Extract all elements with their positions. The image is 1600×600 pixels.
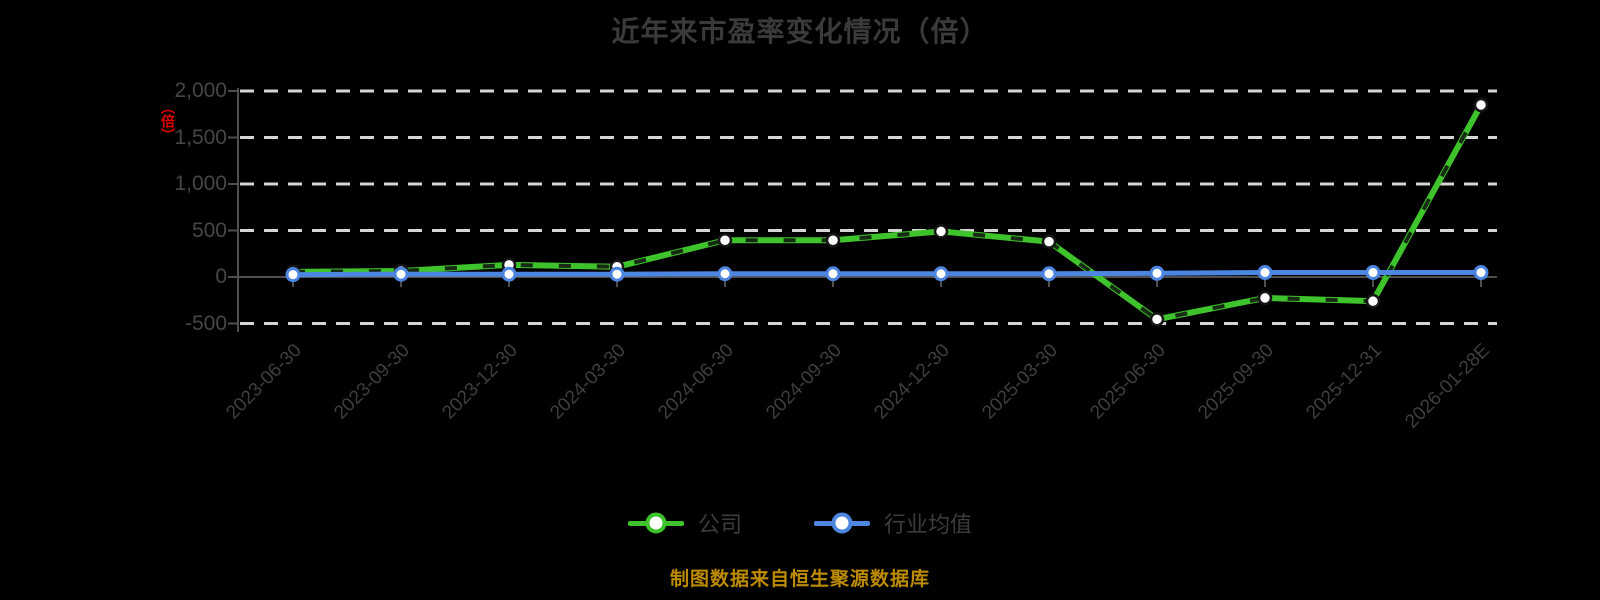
industry-marker[interactable] (1041, 266, 1057, 282)
company-marker[interactable] (1149, 312, 1165, 327)
company-marker[interactable] (1365, 293, 1381, 309)
company-marker[interactable] (717, 233, 733, 248)
industry-marker[interactable] (825, 266, 841, 282)
y-tick-label: 0 (215, 265, 227, 288)
legend-item-industry[interactable]: 行业均值 (814, 507, 972, 539)
company-marker[interactable] (1473, 97, 1489, 113)
company-marker[interactable] (933, 224, 949, 239)
legend-item-company[interactable]: 公司 (627, 507, 742, 539)
industry-marker-icon (831, 512, 853, 534)
industry-marker[interactable] (609, 266, 625, 282)
y-tick-label: 500 (191, 218, 227, 242)
legend-label: 行业均值 (884, 512, 973, 537)
y-tick-label: 2,000 (174, 79, 227, 102)
industry-marker[interactable] (393, 266, 409, 282)
y-tick-label: 1,500 (174, 125, 227, 149)
chart-title: 近年来市盈率变化情况（倍） (611, 16, 989, 47)
industry-marker[interactable] (933, 266, 949, 282)
industry-marker[interactable] (1149, 265, 1165, 281)
industry-marker[interactable] (285, 267, 301, 283)
industry-marker[interactable] (1257, 265, 1273, 281)
y-axis-unit-label: （倍） (160, 100, 176, 142)
company-marker[interactable] (1257, 290, 1273, 306)
industry-line-icon (814, 512, 870, 534)
industry-marker[interactable] (1365, 265, 1381, 281)
company-marker[interactable] (1041, 234, 1057, 249)
legend-label: 公司 (697, 512, 742, 537)
company-line-icon (627, 512, 684, 534)
footer-note: 制图数据来自恒生聚源数据库 (669, 569, 930, 590)
company-line-dash-overlay (292, 103, 1483, 322)
company-marker[interactable] (825, 233, 841, 248)
y-tick-label: -500 (184, 311, 227, 335)
industry-marker[interactable] (1473, 265, 1489, 281)
industry-line (292, 270, 1481, 278)
y-tick-label: 1,000 (174, 172, 227, 195)
legend: 公司 行业均值 (0, 503, 1600, 543)
industry-marker[interactable] (717, 266, 733, 282)
industry-marker[interactable] (501, 266, 517, 282)
company-marker-icon (645, 512, 667, 534)
